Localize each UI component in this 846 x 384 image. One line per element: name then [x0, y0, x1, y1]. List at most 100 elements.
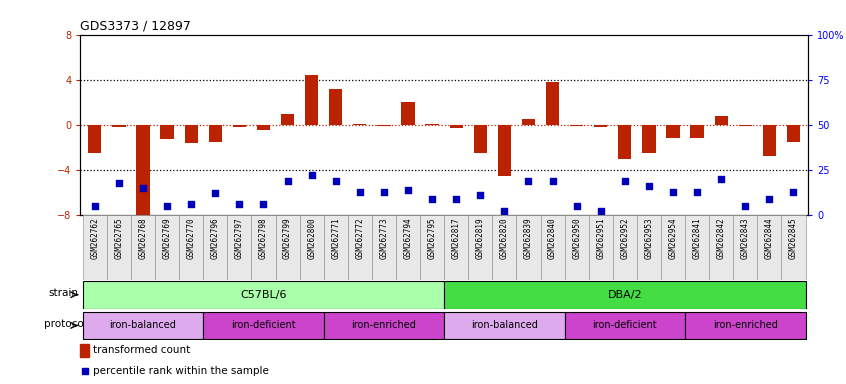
Text: GSM262768: GSM262768: [139, 217, 147, 258]
Point: [690, 189, 704, 195]
Bar: [541, 215, 564, 280]
Text: GSM262795: GSM262795: [427, 217, 437, 258]
Bar: [733, 215, 757, 280]
Text: DBA/2: DBA/2: [607, 290, 642, 300]
Bar: [661, 215, 685, 280]
Bar: [444, 312, 564, 339]
Text: GSM262799: GSM262799: [283, 217, 292, 258]
Point: [739, 203, 752, 209]
Text: GSM262817: GSM262817: [452, 217, 461, 258]
Text: transformed count: transformed count: [93, 345, 190, 355]
Text: GSM262820: GSM262820: [500, 217, 509, 258]
Point: [449, 196, 463, 202]
Point: [161, 203, 174, 209]
Bar: [685, 312, 805, 339]
Bar: [276, 215, 299, 280]
Bar: [136, 125, 150, 217]
Text: GSM262845: GSM262845: [789, 217, 798, 258]
Bar: [618, 125, 631, 159]
Text: GSM262800: GSM262800: [307, 217, 316, 258]
Point: [570, 203, 584, 209]
Bar: [546, 82, 559, 125]
Text: GSM262772: GSM262772: [355, 217, 365, 258]
Text: GSM262762: GSM262762: [91, 217, 99, 258]
Point: [88, 203, 102, 209]
Bar: [589, 215, 613, 280]
Text: GSM262797: GSM262797: [235, 217, 244, 258]
Bar: [564, 215, 589, 280]
Bar: [444, 281, 805, 309]
Text: GSM262771: GSM262771: [332, 217, 340, 258]
Point: [667, 189, 680, 195]
Bar: [637, 215, 661, 280]
Bar: [209, 125, 222, 142]
Bar: [449, 125, 463, 128]
Text: GSM262839: GSM262839: [524, 217, 533, 258]
Bar: [184, 125, 198, 143]
Bar: [492, 215, 516, 280]
Text: GSM262951: GSM262951: [596, 217, 605, 258]
Text: GSM262796: GSM262796: [211, 217, 220, 258]
Text: strain: strain: [48, 288, 78, 298]
Bar: [522, 119, 535, 125]
Text: GDS3373 / 12897: GDS3373 / 12897: [80, 20, 191, 33]
Bar: [564, 312, 685, 339]
Bar: [377, 125, 391, 126]
Bar: [251, 215, 276, 280]
Bar: [497, 125, 511, 175]
Point: [474, 192, 487, 198]
Bar: [594, 125, 607, 127]
Text: iron-balanced: iron-balanced: [110, 320, 177, 331]
Bar: [667, 125, 679, 138]
Text: GSM262770: GSM262770: [187, 217, 195, 258]
Text: iron-balanced: iron-balanced: [471, 320, 538, 331]
Point: [377, 189, 391, 195]
Bar: [757, 215, 782, 280]
Bar: [709, 215, 733, 280]
Bar: [299, 215, 324, 280]
Bar: [353, 124, 366, 125]
Bar: [203, 312, 324, 339]
Point: [787, 189, 800, 195]
Bar: [324, 215, 348, 280]
Text: iron-enriched: iron-enriched: [351, 320, 416, 331]
Point: [233, 201, 246, 207]
Point: [281, 178, 294, 184]
Text: percentile rank within the sample: percentile rank within the sample: [93, 366, 269, 376]
Point: [762, 196, 776, 202]
Bar: [281, 114, 294, 125]
Point: [184, 201, 198, 207]
Text: GSM262841: GSM262841: [693, 217, 701, 258]
Bar: [257, 125, 270, 131]
Bar: [179, 215, 203, 280]
Bar: [685, 215, 709, 280]
Text: iron-deficient: iron-deficient: [231, 320, 296, 331]
Text: GSM262769: GSM262769: [162, 217, 172, 258]
Bar: [324, 312, 444, 339]
Point: [353, 189, 366, 195]
Bar: [83, 312, 203, 339]
Text: GSM262765: GSM262765: [114, 217, 124, 258]
Bar: [83, 215, 107, 280]
Point: [256, 201, 270, 207]
Bar: [155, 215, 179, 280]
Text: GSM262819: GSM262819: [475, 217, 485, 258]
Bar: [474, 125, 487, 153]
Bar: [444, 215, 468, 280]
Point: [136, 185, 150, 191]
Bar: [468, 215, 492, 280]
Point: [426, 196, 439, 202]
Text: GSM262844: GSM262844: [765, 217, 774, 258]
Point: [522, 178, 536, 184]
Text: GSM262794: GSM262794: [404, 217, 413, 258]
Point: [208, 190, 222, 197]
Bar: [570, 125, 583, 126]
Bar: [642, 125, 656, 153]
Bar: [782, 215, 805, 280]
Bar: [348, 215, 372, 280]
Bar: [161, 125, 173, 139]
Text: GSM262843: GSM262843: [741, 217, 750, 258]
Point: [618, 178, 632, 184]
Text: iron-enriched: iron-enriched: [713, 320, 777, 331]
Point: [401, 187, 415, 193]
